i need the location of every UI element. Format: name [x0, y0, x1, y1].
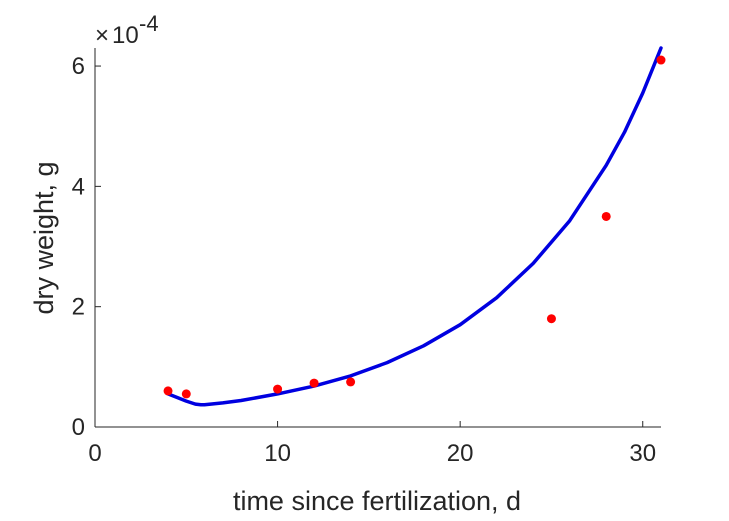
- data-point: [309, 378, 319, 388]
- y-axis-title: dry weight, g: [29, 161, 59, 314]
- y-axis-multiplier: × 10 -4: [95, 11, 159, 49]
- x-tick-label: 30: [629, 440, 656, 467]
- y-tick-label: 0: [72, 414, 85, 441]
- data-point: [546, 314, 556, 324]
- y-multiplier-times: ×: [95, 22, 109, 49]
- data-point: [181, 389, 191, 399]
- data-point: [656, 55, 666, 65]
- data-point: [273, 384, 283, 394]
- x-axis-title: time since fertilization, d: [233, 486, 521, 516]
- x-tick-label: 0: [88, 440, 101, 467]
- y-tick-label: 6: [72, 53, 85, 80]
- data-point: [346, 377, 356, 387]
- data-point: [163, 386, 173, 396]
- y-multiplier-exponent: -4: [139, 11, 159, 36]
- x-tick-label: 20: [447, 440, 474, 467]
- y-tick-label: 4: [72, 173, 85, 200]
- y-multiplier-base: 10: [112, 22, 139, 49]
- y-tick-label: 2: [72, 294, 85, 321]
- x-tick-label: 10: [264, 440, 291, 467]
- model-curve: [166, 46, 663, 407]
- data-point: [601, 211, 611, 221]
